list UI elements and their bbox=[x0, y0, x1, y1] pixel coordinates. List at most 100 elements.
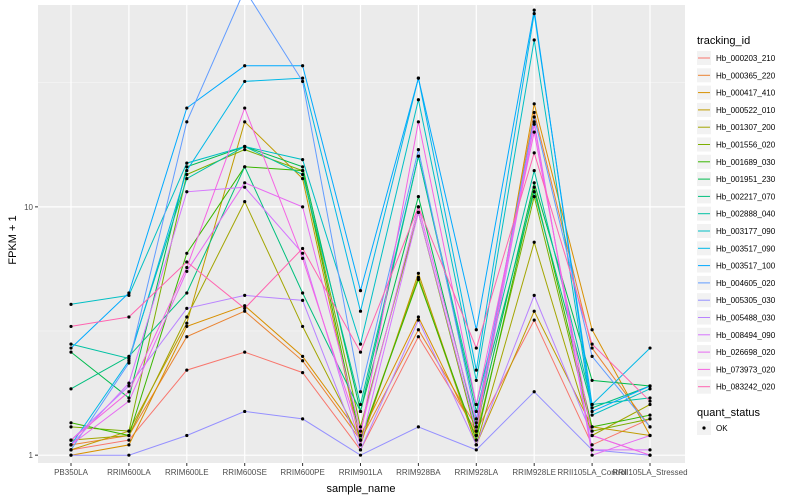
data-point bbox=[301, 157, 305, 162]
data-point bbox=[532, 240, 536, 244]
data-point bbox=[358, 289, 363, 293]
data-point bbox=[127, 293, 131, 297]
data-point bbox=[590, 429, 594, 433]
data-point bbox=[243, 309, 247, 313]
x-tick-label: RRIM928BA bbox=[396, 468, 441, 477]
data-point bbox=[69, 448, 73, 452]
data-point bbox=[532, 318, 536, 322]
data-point bbox=[301, 298, 305, 303]
data-point bbox=[416, 328, 420, 332]
data-point bbox=[127, 356, 131, 361]
data-point bbox=[474, 378, 478, 383]
data-point bbox=[358, 438, 363, 442]
data-point bbox=[532, 122, 536, 126]
data-point bbox=[69, 346, 73, 350]
data-point bbox=[648, 433, 652, 438]
legend-label: Hb_002217_070 bbox=[716, 192, 776, 201]
data-point bbox=[185, 161, 189, 165]
data-point bbox=[416, 425, 420, 429]
x-axis-title: sample_name bbox=[326, 483, 395, 495]
data-point bbox=[590, 448, 594, 452]
data-point bbox=[127, 429, 131, 433]
data-point bbox=[648, 346, 652, 350]
data-point bbox=[532, 151, 536, 155]
data-point bbox=[185, 190, 189, 194]
data-point bbox=[243, 181, 247, 185]
data-point bbox=[127, 390, 131, 394]
data-point bbox=[416, 335, 420, 339]
data-point bbox=[590, 406, 594, 410]
data-point bbox=[243, 350, 247, 354]
data-point bbox=[301, 76, 305, 80]
data-point bbox=[185, 269, 189, 273]
data-point bbox=[69, 425, 73, 429]
data-point bbox=[69, 302, 73, 306]
data-point bbox=[648, 413, 652, 417]
data-point bbox=[69, 438, 73, 442]
data-point bbox=[416, 120, 420, 124]
data-point bbox=[243, 148, 247, 152]
data-point bbox=[532, 110, 536, 115]
data-point bbox=[301, 79, 305, 84]
data-point bbox=[358, 429, 363, 433]
data-point bbox=[590, 413, 594, 417]
legend-label: Hb_000417_410 bbox=[716, 89, 776, 98]
data-point bbox=[185, 335, 189, 339]
data-point bbox=[532, 168, 536, 173]
data-point bbox=[474, 368, 478, 372]
x-tick-label: RRIM600LA bbox=[107, 468, 151, 477]
data-point bbox=[301, 256, 305, 261]
data-point bbox=[416, 315, 420, 319]
data-point bbox=[532, 194, 536, 199]
data-point bbox=[243, 79, 247, 84]
data-point bbox=[648, 399, 652, 403]
data-point bbox=[185, 176, 189, 181]
data-point bbox=[69, 342, 73, 346]
legend: tracking_id Hb_000203_210Hb_000365_220Hb… bbox=[697, 35, 776, 435]
data-point bbox=[69, 350, 73, 354]
data-point bbox=[474, 438, 478, 442]
data-point bbox=[301, 371, 305, 375]
data-point bbox=[532, 309, 536, 313]
data-point bbox=[648, 402, 652, 407]
data-point bbox=[648, 448, 652, 452]
data-point bbox=[590, 409, 594, 414]
series-points bbox=[69, 8, 652, 457]
data-point bbox=[127, 315, 131, 319]
legend-label: Hb_005305_030 bbox=[716, 296, 776, 305]
data-point bbox=[648, 396, 652, 400]
data-point bbox=[416, 98, 420, 102]
data-point bbox=[127, 384, 131, 388]
data-point bbox=[185, 106, 189, 110]
data-point bbox=[474, 328, 478, 332]
legend-label: Hb_008494_090 bbox=[716, 331, 776, 340]
data-point bbox=[416, 318, 420, 322]
data-point bbox=[185, 165, 189, 169]
data-point bbox=[590, 453, 594, 457]
data-point bbox=[590, 378, 594, 383]
data-point bbox=[243, 409, 247, 414]
data-point bbox=[127, 433, 131, 438]
data-point bbox=[301, 246, 305, 251]
data-point bbox=[416, 210, 420, 214]
shape-legend-point-icon bbox=[702, 426, 706, 430]
x-tick-label: RRII105LA_Stressed bbox=[612, 468, 687, 477]
data-point bbox=[648, 384, 652, 388]
data-point bbox=[358, 453, 363, 457]
data-point bbox=[532, 12, 536, 16]
data-point bbox=[474, 448, 478, 452]
legend-label: Hb_001556_020 bbox=[716, 141, 776, 150]
legend-label: Hb_002888_040 bbox=[716, 210, 776, 219]
data-point bbox=[358, 390, 363, 394]
data-point bbox=[185, 433, 189, 438]
data-point bbox=[358, 425, 363, 429]
legend-items: Hb_000203_210 Hb_000365_220 Hb_000417_410 H… bbox=[697, 51, 776, 394]
x-tick-label: RRIM600SE bbox=[222, 468, 266, 477]
x-axis: PB350LA RRIM600LA RRIM600LE RRIM600SE RRIM60… bbox=[54, 463, 688, 477]
data-point bbox=[532, 38, 536, 42]
data-point bbox=[532, 8, 536, 12]
legend-label: Hb_073973_020 bbox=[716, 365, 776, 374]
data-point bbox=[358, 443, 363, 447]
data-point bbox=[185, 265, 189, 270]
y-axis-title: FPKM + 1 bbox=[7, 215, 19, 264]
